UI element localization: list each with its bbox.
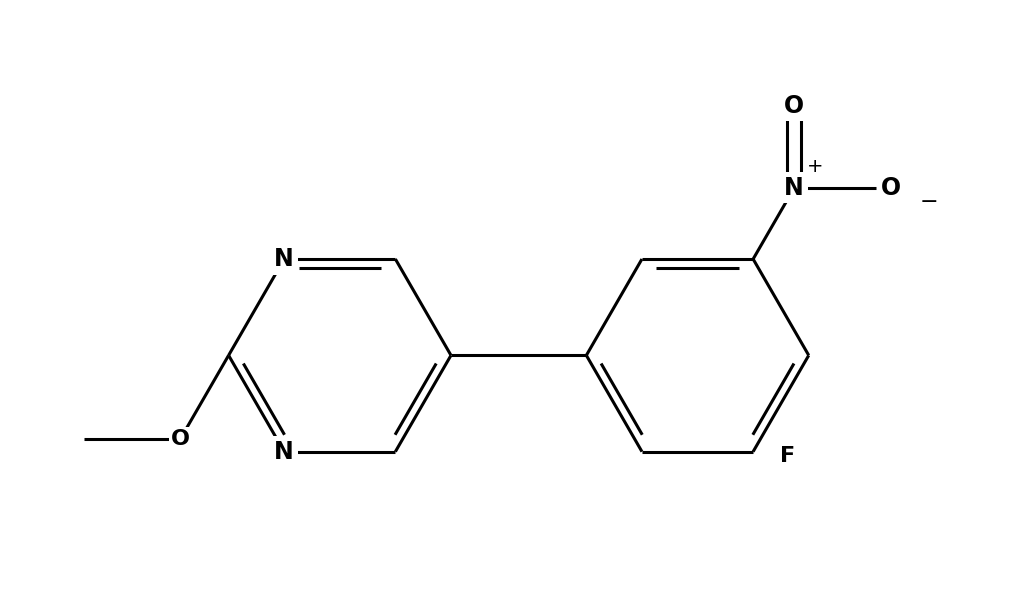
Text: N: N bbox=[784, 176, 804, 200]
Text: N: N bbox=[274, 247, 294, 271]
Text: −: − bbox=[920, 192, 939, 212]
Text: O: O bbox=[882, 176, 901, 200]
Text: O: O bbox=[784, 94, 804, 118]
Text: +: + bbox=[807, 157, 824, 176]
Text: N: N bbox=[274, 440, 294, 464]
Text: O: O bbox=[171, 429, 189, 449]
Text: F: F bbox=[780, 446, 795, 467]
